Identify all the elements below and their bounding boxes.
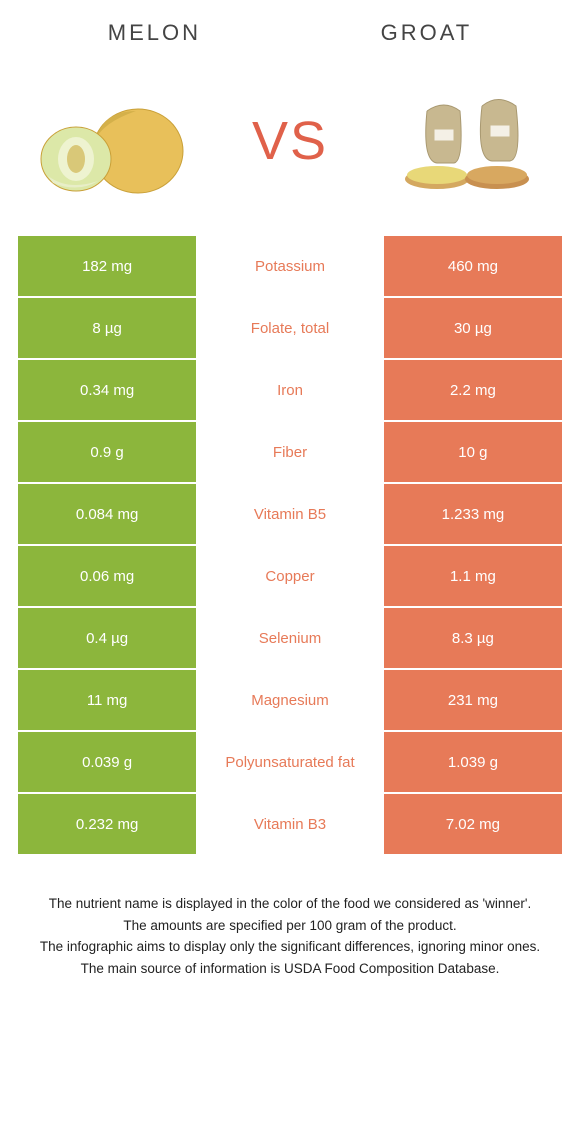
nutrient-left-value: 0.084 mg	[18, 484, 196, 544]
nutrient-label: Copper	[198, 546, 382, 606]
nutrient-left-value: 182 mg	[18, 236, 196, 296]
nutrient-label: Magnesium	[198, 670, 382, 730]
nutrient-left-value: 0.34 mg	[18, 360, 196, 420]
footnotes: The nutrient name is displayed in the co…	[18, 894, 562, 978]
nutrient-right-value: 30 µg	[384, 298, 562, 358]
nutrient-label: Fiber	[198, 422, 382, 482]
nutrient-right-value: 1.039 g	[384, 732, 562, 792]
nutrient-row: 0.9 gFiber10 g	[18, 422, 562, 482]
footnote-line: The main source of information is USDA F…	[28, 959, 552, 979]
nutrient-left-value: 0.9 g	[18, 422, 196, 482]
nutrient-left-value: 0.4 µg	[18, 608, 196, 668]
nutrient-label: Potassium	[198, 236, 382, 296]
footnote-line: The nutrient name is displayed in the co…	[28, 894, 552, 914]
nutrient-row: 0.4 µgSelenium8.3 µg	[18, 608, 562, 668]
nutrient-row: 0.06 mgCopper1.1 mg	[18, 546, 562, 606]
nutrient-right-value: 2.2 mg	[384, 360, 562, 420]
footnote-line: The infographic aims to display only the…	[28, 937, 552, 957]
nutrient-label: Selenium	[198, 608, 382, 668]
nutrient-left-value: 8 µg	[18, 298, 196, 358]
nutrient-label: Iron	[198, 360, 382, 420]
infographic-container: MELON GROAT VS	[0, 0, 580, 1000]
nutrient-right-value: 460 mg	[384, 236, 562, 296]
nutrient-right-value: 8.3 µg	[384, 608, 562, 668]
nutrient-row: 11 mgMagnesium231 mg	[18, 670, 562, 730]
header-right-label: GROAT	[381, 20, 473, 46]
melon-image	[28, 76, 198, 206]
groat-image	[382, 76, 552, 206]
vs-row: VS	[18, 76, 562, 206]
nutrient-left-value: 0.06 mg	[18, 546, 196, 606]
nutrient-table: 182 mgPotassium460 mg8 µgFolate, total30…	[18, 236, 562, 854]
nutrient-row: 0.039 gPolyunsaturated fat1.039 g	[18, 732, 562, 792]
nutrient-row: 0.232 mgVitamin B37.02 mg	[18, 794, 562, 854]
nutrient-row: 182 mgPotassium460 mg	[18, 236, 562, 296]
nutrient-right-value: 7.02 mg	[384, 794, 562, 854]
nutrient-label: Polyunsaturated fat	[198, 732, 382, 792]
nutrient-row: 8 µgFolate, total30 µg	[18, 298, 562, 358]
nutrient-right-value: 10 g	[384, 422, 562, 482]
nutrient-right-value: 1.1 mg	[384, 546, 562, 606]
nutrient-row: 0.084 mgVitamin B51.233 mg	[18, 484, 562, 544]
nutrient-label: Vitamin B5	[198, 484, 382, 544]
nutrient-left-value: 0.232 mg	[18, 794, 196, 854]
nutrient-row: 0.34 mgIron2.2 mg	[18, 360, 562, 420]
nutrient-left-value: 11 mg	[18, 670, 196, 730]
footnote-line: The amounts are specified per 100 gram o…	[28, 916, 552, 936]
nutrient-right-value: 231 mg	[384, 670, 562, 730]
nutrient-left-value: 0.039 g	[18, 732, 196, 792]
header-row: MELON GROAT	[18, 20, 562, 46]
nutrient-label: Vitamin B3	[198, 794, 382, 854]
header-left-label: MELON	[108, 20, 201, 46]
nutrient-right-value: 1.233 mg	[384, 484, 562, 544]
vs-label: VS	[252, 110, 328, 172]
nutrient-label: Folate, total	[198, 298, 382, 358]
